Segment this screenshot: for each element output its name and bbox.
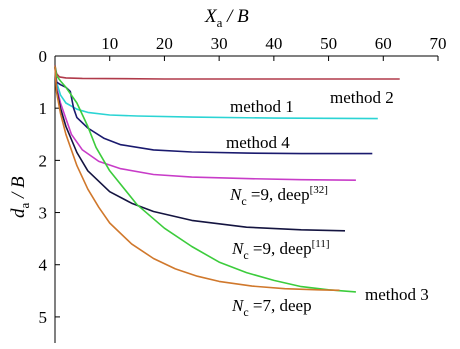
x-tick-label-60: 60 — [375, 34, 392, 53]
x-axis-title-sub: a — [217, 15, 223, 30]
series-line-2 — [54, 66, 378, 120]
label-method-1: method 1 — [230, 97, 294, 116]
y-axis-title: da / B — [8, 176, 32, 218]
label-nc9-ref32-ref: [32] — [310, 184, 328, 196]
x-axis-title-rest: / B — [222, 6, 249, 27]
series-line-1 — [54, 65, 400, 80]
label-nc9-ref32-text: =9, deep — [247, 185, 310, 204]
x-tick-label-50: 50 — [320, 34, 337, 53]
y-axis-title-rest: / B — [8, 176, 29, 203]
y-tick-label-1: 1 — [39, 99, 48, 118]
label-nc9-ref11-sub: c — [243, 248, 248, 262]
series-line-6 — [54, 66, 356, 293]
label-method-2: method 2 — [330, 88, 394, 107]
label-method-4: method 4 — [226, 133, 290, 152]
y-axis-title-main: d — [8, 208, 29, 218]
y-tick-label-4: 4 — [39, 256, 48, 275]
y-tick-label-3: 3 — [39, 204, 48, 223]
y-tick-label-5: 5 — [39, 308, 48, 327]
label-nc7: Nc =7, deep — [231, 296, 312, 319]
label-method-3: method 3 — [365, 285, 429, 304]
x-axis-title: Xa / B — [204, 6, 249, 30]
y-axis-title-sub: a — [17, 203, 32, 209]
series-layer — [54, 65, 400, 293]
label-nc9-ref11-text: =9, deep — [249, 239, 312, 258]
x-axis-title-main: X — [204, 6, 218, 27]
label-nc9-ref11-ref: [11] — [312, 238, 330, 250]
label-nc9-ref11-n: N — [231, 239, 245, 258]
series-line-5 — [54, 66, 346, 232]
label-nc7-sub: c — [243, 305, 248, 319]
label-nc7-n: N — [231, 296, 245, 315]
label-nc7-text: =7, deep — [249, 296, 312, 315]
label-nc9-ref32-sub: c — [241, 194, 246, 208]
series-line-4 — [54, 66, 356, 181]
label-nc9-ref32: Nc =9, deep[32] — [229, 184, 328, 208]
x-tick-label-40: 40 — [265, 34, 282, 53]
x-ticks: 10 20 30 40 50 60 70 — [54, 34, 447, 61]
y-ticks: 0 1 2 3 4 5 — [39, 47, 60, 327]
series-line-7 — [54, 66, 340, 292]
label-nc9-ref11: Nc =9, deep[11] — [231, 238, 330, 262]
x-tick-label-20: 20 — [156, 34, 173, 53]
x-tick-label-10: 10 — [101, 34, 118, 53]
label-nc9-ref32-n: N — [229, 185, 243, 204]
x-tick-label-30: 30 — [211, 34, 228, 53]
y-tick-label-0: 0 — [39, 47, 48, 66]
y-tick-label-2: 2 — [39, 151, 48, 170]
x-tick-label-70: 70 — [430, 34, 447, 53]
